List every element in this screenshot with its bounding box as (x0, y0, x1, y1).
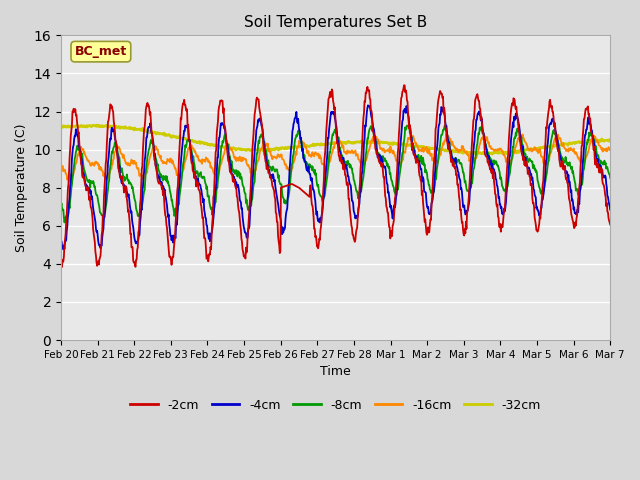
-2cm (285, 182, 293, 188)
-8cm (589, 133, 596, 139)
-4cm (60, 247, 67, 252)
-16cm (285, 167, 293, 173)
-8cm (61, 219, 68, 225)
-2cm (381, 193, 389, 199)
-2cm (84, 184, 92, 190)
-4cm (580, 145, 588, 151)
Title: Soil Temperatures Set B: Soil Temperatures Set B (244, 15, 428, 30)
-8cm (607, 175, 614, 181)
-32cm (580, 139, 588, 145)
-32cm (160, 132, 168, 137)
-2cm (580, 116, 588, 122)
-16cm (57, 165, 65, 170)
-32cm (93, 122, 100, 128)
Line: -4cm: -4cm (61, 105, 611, 250)
-2cm (160, 187, 168, 193)
-16cm (67, 179, 74, 185)
-2cm (401, 83, 408, 88)
-4cm (285, 168, 293, 174)
-8cm (57, 203, 65, 208)
-8cm (405, 122, 413, 128)
-4cm (607, 207, 614, 213)
Text: BC_met: BC_met (75, 45, 127, 58)
-16cm (160, 160, 168, 166)
-16cm (381, 148, 389, 154)
-16cm (443, 131, 451, 136)
-8cm (84, 179, 92, 184)
X-axis label: Time: Time (320, 365, 351, 378)
-8cm (381, 158, 389, 164)
-8cm (285, 187, 293, 193)
Line: -2cm: -2cm (61, 85, 611, 267)
-32cm (57, 124, 65, 130)
-32cm (285, 145, 293, 151)
Legend: -2cm, -4cm, -8cm, -16cm, -32cm: -2cm, -4cm, -8cm, -16cm, -32cm (125, 394, 546, 417)
-32cm (84, 124, 92, 130)
-4cm (84, 185, 92, 191)
-4cm (160, 184, 168, 190)
-16cm (607, 147, 614, 153)
-8cm (580, 167, 588, 172)
-8cm (160, 173, 168, 179)
-4cm (382, 168, 390, 173)
-4cm (589, 133, 596, 139)
Line: -16cm: -16cm (61, 133, 611, 182)
Line: -8cm: -8cm (61, 125, 611, 222)
-32cm (607, 137, 614, 143)
-16cm (589, 133, 596, 139)
-32cm (381, 140, 389, 145)
-2cm (589, 132, 596, 138)
-2cm (607, 222, 614, 228)
Line: -32cm: -32cm (61, 125, 611, 154)
-2cm (57, 262, 65, 268)
Y-axis label: Soil Temperature (C): Soil Temperature (C) (15, 123, 28, 252)
-16cm (580, 159, 588, 165)
-32cm (589, 137, 596, 143)
-32cm (488, 151, 496, 157)
-4cm (57, 237, 65, 243)
-2cm (58, 264, 65, 270)
-4cm (364, 102, 372, 108)
-16cm (84, 158, 92, 164)
